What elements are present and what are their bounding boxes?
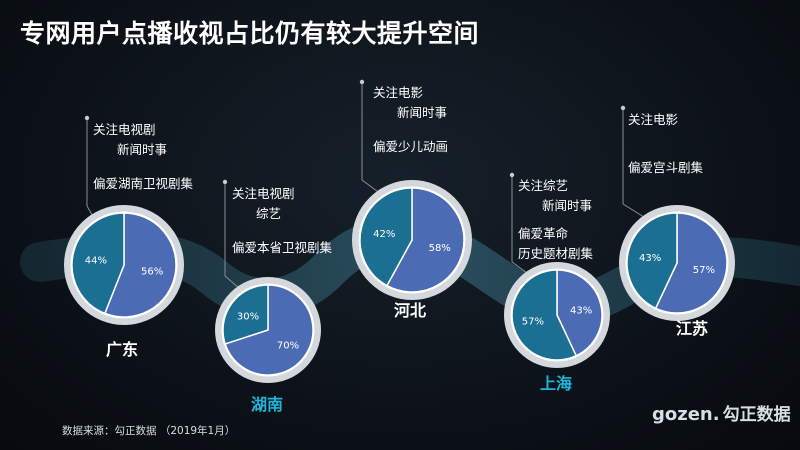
pie-label-b: 70% bbox=[277, 341, 299, 352]
pie-slice-a bbox=[511, 269, 578, 361]
pie-label-b: 58% bbox=[429, 243, 451, 254]
note-line: 关注电影 bbox=[628, 112, 679, 127]
logo-cn: 勾正数据 bbox=[722, 405, 791, 425]
pie-label-b: 56% bbox=[141, 266, 163, 277]
pie-slice-a bbox=[359, 187, 413, 287]
note-line: 关注综艺 bbox=[518, 178, 569, 193]
note-line: 偏爱少儿动画 bbox=[373, 139, 449, 154]
region-label-hebei: 河北 bbox=[394, 301, 427, 320]
note-shanghai: 关注综艺 新闻时事 偏爱革命 历史题材剧集 bbox=[518, 176, 593, 264]
brand-logo: gozen. 勾正数据 bbox=[652, 400, 791, 425]
pie-label-a: 43% bbox=[639, 253, 661, 264]
logo-en: gozen. bbox=[652, 404, 720, 425]
leader-dot-jiangsu bbox=[620, 105, 626, 111]
note-line: 新闻时事 bbox=[117, 142, 168, 157]
pie-label-a: 44% bbox=[85, 256, 107, 267]
note-line: 偏爱革命 bbox=[518, 226, 569, 241]
note-line: 关注电视剧 bbox=[232, 186, 295, 201]
pie-label-a: 57% bbox=[522, 316, 544, 327]
note-line: 综艺 bbox=[256, 206, 282, 221]
leader-dot-guangdong bbox=[84, 115, 90, 121]
pie-slice-b bbox=[103, 212, 177, 318]
note-line: 偏爱本省卫视剧集 bbox=[232, 240, 333, 255]
pie-slice-b bbox=[654, 212, 728, 314]
pie-charts: 56% 44% 70% 30% 58% 42% 43% 57% 57% 43% bbox=[64, 180, 735, 383]
pie-slice-a bbox=[222, 284, 269, 345]
leader-lines bbox=[84, 79, 650, 293]
pie-slice-a bbox=[71, 212, 125, 315]
pie-slice-a bbox=[626, 212, 678, 310]
data-source: 数据来源：勾正数据 （2019年1月） bbox=[62, 425, 236, 437]
region-label-guangdong: 广东 bbox=[106, 340, 139, 359]
leader-dot-hunan bbox=[222, 179, 228, 185]
pie-hunan: 70% 30% bbox=[215, 277, 321, 383]
page-title: 专网用户点播收视占比仍有较大提升空间 bbox=[20, 19, 480, 48]
pie-slice-b bbox=[385, 187, 465, 293]
region-label-shanghai: 上海 bbox=[540, 374, 573, 393]
pie-hebei: 58% 42% bbox=[352, 180, 472, 300]
note-hunan: 关注电视剧 综艺 偏爱本省卫视剧集 bbox=[232, 184, 332, 258]
pie-label-a: 42% bbox=[373, 229, 395, 240]
note-line: 关注电视剧 bbox=[93, 122, 156, 137]
leader-dot-shanghai bbox=[509, 172, 515, 178]
pie-label-b: 57% bbox=[693, 265, 715, 276]
note-jiangsu: 关注电影 偏爱宫斗剧集 bbox=[628, 110, 703, 178]
pie-label-a: 30% bbox=[237, 311, 259, 322]
note-hebei: 关注电影 新闻时事 偏爱少儿动画 bbox=[373, 83, 448, 157]
pie-guangdong: 56% 44% bbox=[64, 205, 184, 325]
pie-label-b: 43% bbox=[570, 306, 592, 317]
note-line: 偏爱宫斗剧集 bbox=[628, 160, 704, 175]
pie-slice-b bbox=[224, 284, 314, 376]
pie-shanghai: 43% 57% bbox=[504, 262, 610, 368]
pie-jiangsu: 57% 43% bbox=[619, 205, 735, 321]
pie-slice-b bbox=[556, 269, 603, 357]
note-line: 偏爱湖南卫视剧集 bbox=[93, 176, 194, 191]
note-guangdong: 关注电视剧 新闻时事 偏爱湖南卫视剧集 bbox=[93, 120, 193, 194]
region-label-hunan: 湖南 bbox=[251, 395, 284, 414]
note-line: 关注电影 bbox=[373, 85, 424, 100]
note-line: 新闻时事 bbox=[542, 198, 593, 213]
note-line: 历史题材剧集 bbox=[518, 246, 594, 261]
note-line: 新闻时事 bbox=[397, 105, 448, 120]
leader-dot-hebei bbox=[359, 79, 365, 85]
region-label-jiangsu: 江苏 bbox=[676, 319, 709, 338]
